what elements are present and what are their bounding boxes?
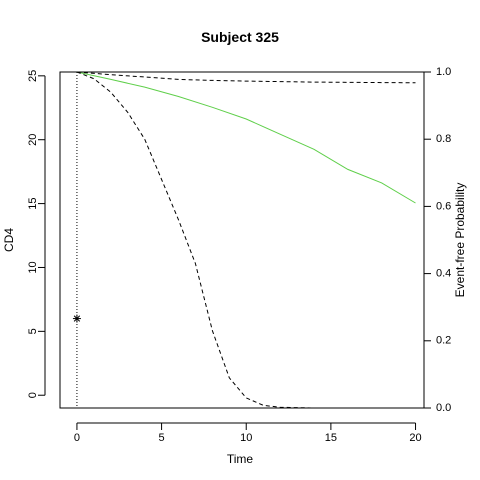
y-axis-left-label: CD4 — [2, 228, 16, 252]
y-left-tick-label: 0 — [27, 392, 39, 398]
x-tick-label: 0 — [74, 432, 80, 444]
y-left-tick-label: 10 — [27, 261, 39, 273]
y-left-tick-label: 25 — [27, 70, 39, 82]
x-tick-label: 15 — [325, 432, 337, 444]
y-left-tick-label: 15 — [27, 197, 39, 209]
y-right-tick-label: 0.6 — [436, 200, 451, 212]
plot-layer — [72, 71, 416, 409]
x-tick-label: 10 — [240, 432, 252, 444]
y-axis-right-label: Event-free Probability — [453, 183, 467, 298]
y-left-tick-label: 5 — [27, 328, 39, 334]
x-tick-label: 5 — [159, 432, 165, 444]
survival-curve-lower — [76, 71, 416, 409]
y-right-tick-label: 0.8 — [436, 133, 451, 145]
survival-curve-mean — [76, 71, 416, 204]
observed-point-stroke — [73, 315, 81, 322]
plot-box — [59, 71, 425, 409]
y-axis-right: 0.0 0.2 0.4 0.6 0.8 1.0 — [423, 66, 451, 414]
y-right-tick-label: 0.0 — [436, 402, 451, 414]
x-axis: 0 5 10 15 20 — [74, 422, 422, 444]
survival-curve-upper — [76, 71, 416, 84]
x-axis-label: Time — [227, 452, 254, 466]
y-right-tick-label: 0.4 — [436, 268, 451, 280]
y-right-tick-label: 1.0 — [436, 66, 451, 78]
x-tick-label: 20 — [409, 432, 421, 444]
observed-point — [72, 314, 81, 323]
chart-title: Subject 325 — [201, 29, 279, 45]
y-left-tick-label: 20 — [27, 134, 39, 146]
y-right-tick-label: 0.2 — [436, 335, 451, 347]
y-axis-left: 0 5 10 15 20 25 — [27, 70, 46, 398]
